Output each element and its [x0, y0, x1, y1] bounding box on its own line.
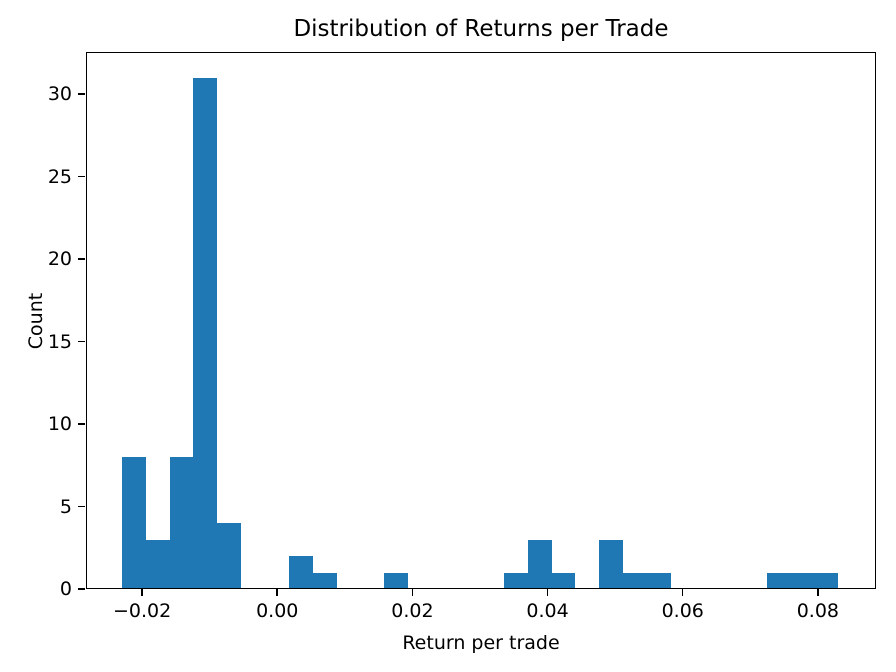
histogram-bar [790, 572, 815, 589]
y-tick [77, 588, 85, 590]
histogram-bar [766, 572, 791, 589]
y-tick-label: 20 [47, 248, 72, 271]
x-tick [411, 589, 414, 596]
y-tick-label: 5 [59, 495, 72, 518]
histogram-bar [169, 457, 194, 589]
histogram-bar [527, 539, 552, 589]
y-tick [77, 423, 85, 425]
x-tick [141, 589, 143, 596]
y-tick-label: 10 [47, 413, 72, 436]
x-tick-label: 0.00 [256, 600, 299, 622]
histogram-bar [503, 572, 528, 589]
histogram-bar [647, 572, 671, 589]
histogram-bar [384, 572, 409, 589]
histogram-bar [623, 572, 648, 589]
x-tick [276, 589, 278, 596]
histogram-bar [145, 539, 170, 589]
y-tick [77, 258, 85, 260]
histogram-bar [288, 556, 313, 589]
y-tick-label: 25 [47, 165, 72, 188]
y-tick [77, 93, 85, 95]
y-tick-label: 0 [59, 578, 72, 600]
y-tick [77, 175, 85, 178]
histogram-bar [312, 572, 337, 589]
histogram-bar [217, 523, 242, 589]
x-tick-label: −0.02 [112, 600, 172, 622]
y-tick-label: 30 [47, 83, 72, 106]
histogram-bar [814, 572, 839, 589]
y-tick [77, 340, 85, 343]
histogram-bar [121, 457, 146, 589]
y-tick [77, 505, 85, 508]
x-tick-label: 0.04 [526, 600, 569, 622]
x-tick-label: 0.02 [391, 600, 434, 622]
histogram-bar [599, 539, 624, 589]
x-tick [681, 589, 684, 596]
chart-title: Distribution of Returns per Trade [293, 16, 669, 42]
x-tick [817, 589, 819, 596]
histogram-bar [551, 572, 576, 589]
x-tick [546, 589, 549, 596]
histogram-bar [193, 77, 218, 589]
x-axis-label: Return per trade [402, 632, 560, 654]
x-tick-label: 0.06 [661, 600, 704, 622]
plot-area: −0.02 0.00 0.02 0.04 0.06 0.08 0 5 10 15 20 25 30 [48, 52, 876, 622]
y-tick-label: 15 [47, 330, 72, 353]
x-tick-label: 0.08 [796, 600, 840, 622]
